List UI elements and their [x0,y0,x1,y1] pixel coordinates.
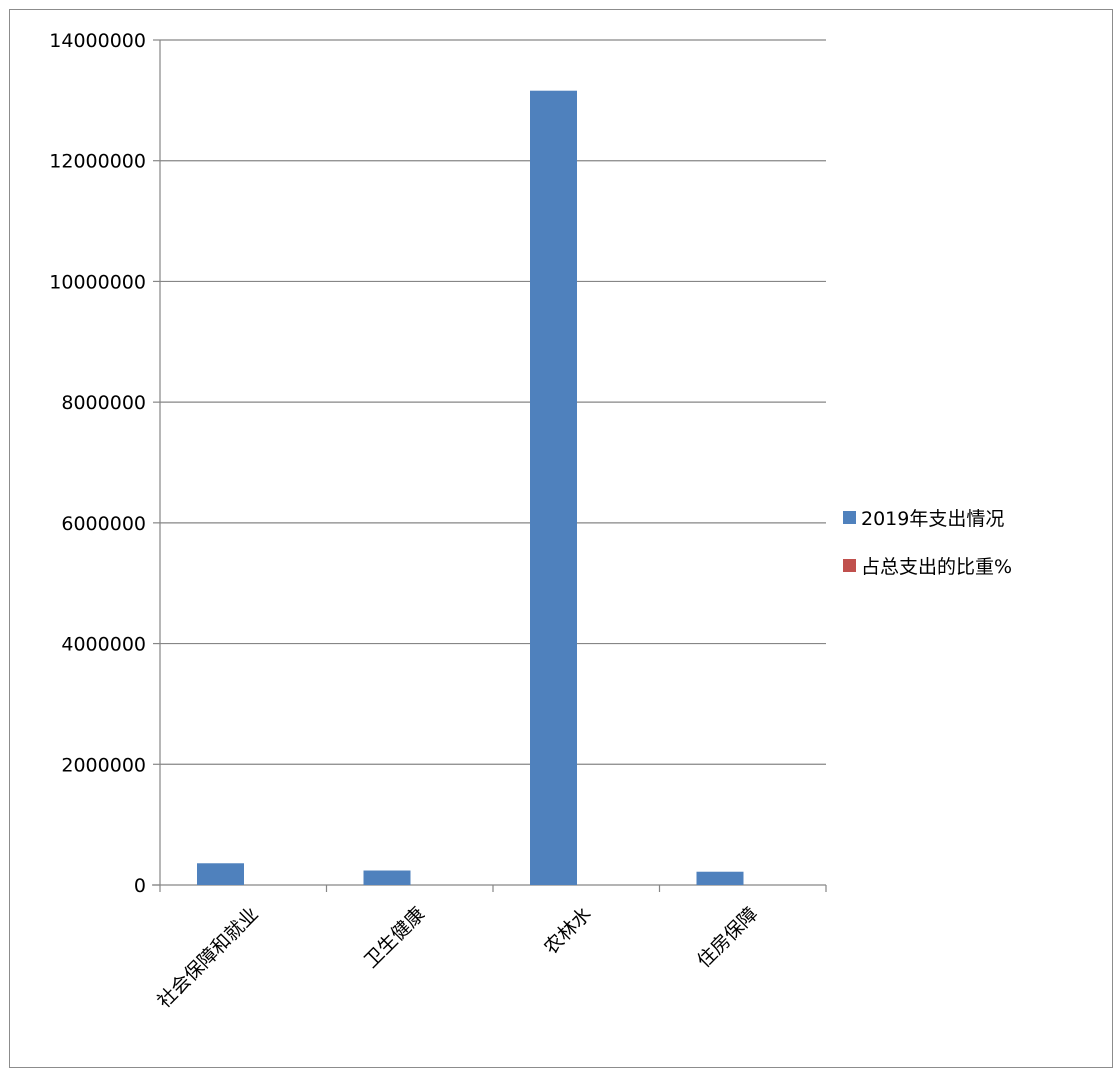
gridlines [160,39,826,765]
y-tick-label: 2000000 [61,754,146,776]
y-tick-label: 10000000 [49,271,146,293]
bar-expenditure-2 [530,90,577,885]
y-tick-labels: 0 2000000 4000000 6000000 8000000 10000000 120… [49,30,160,897]
x-tick-label: 社会保障和就业 [153,903,263,1013]
y-tick-label: 14000000 [49,30,146,52]
x-tick-label: 卫生健康 [360,903,429,972]
x-tick-label: 农林水 [540,903,596,959]
legend-label: 占总支出的比重% [861,556,1012,578]
axes [152,40,826,886]
y-tick-label: 6000000 [61,513,146,535]
y-tick-label: 0 [134,875,146,897]
legend-swatch [843,559,856,572]
bar-expenditure-0 [197,863,244,885]
bars [197,90,744,885]
y-tick-label: 12000000 [49,151,146,173]
x-tick-labels: 社会保障和就业 卫生健康 农林水 住房保障 [153,885,827,1013]
legend-swatch [843,511,856,524]
bar-expenditure-1 [363,870,411,885]
bar-expenditure-3 [696,871,744,885]
y-tick-label: 4000000 [61,634,146,656]
y-tick-label: 8000000 [61,392,146,414]
x-tick-label: 住房保障 [693,903,762,972]
legend-label: 2019年支出情况 [861,508,1004,530]
